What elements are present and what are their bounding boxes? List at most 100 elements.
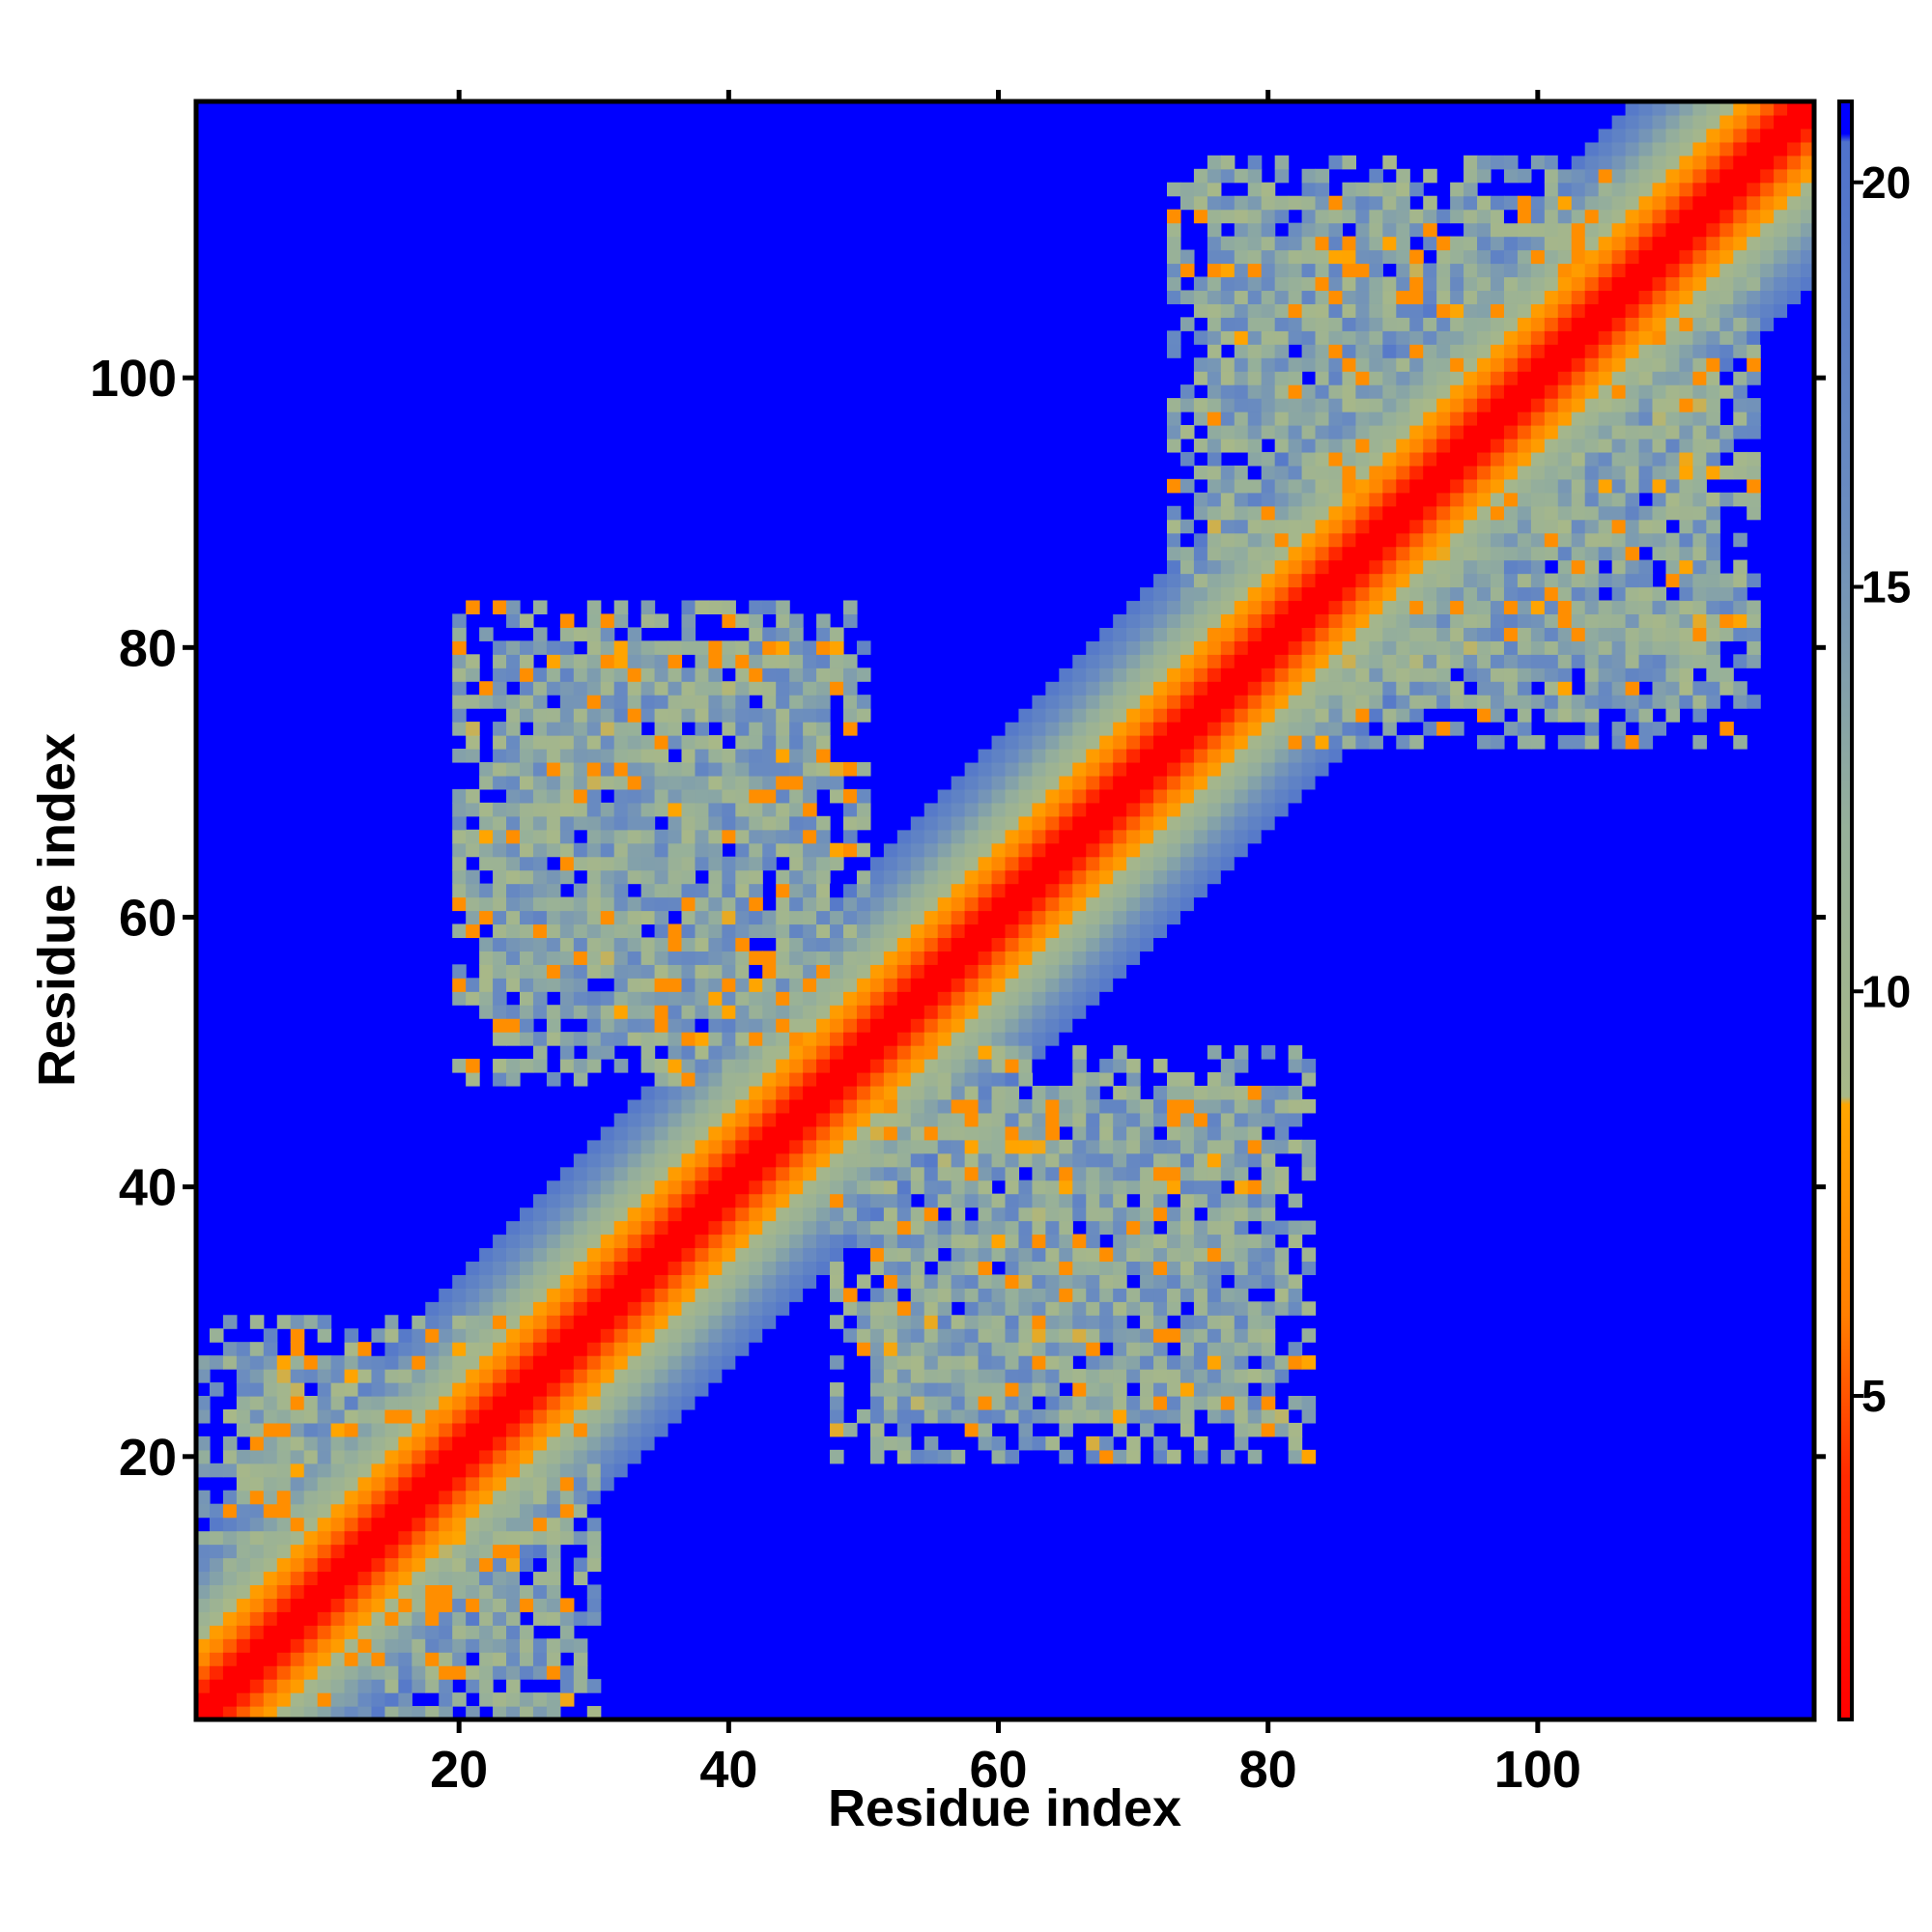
heatmap-cell [506, 1625, 521, 1639]
heatmap-cell [1005, 937, 1020, 952]
heatmap-cell [803, 802, 817, 817]
heatmap-cell [856, 1301, 871, 1316]
heatmap-cell [991, 775, 1007, 790]
heatmap-cell [1477, 236, 1492, 251]
heatmap-cell [1288, 600, 1303, 615]
heatmap-cell [344, 1463, 359, 1478]
heatmap-cell [1126, 1098, 1141, 1114]
heatmap-cell [1409, 532, 1424, 548]
heatmap-cell [803, 842, 817, 858]
heatmap-cell [1301, 249, 1317, 265]
heatmap-cell [1477, 695, 1492, 709]
heatmap-cell [722, 1247, 736, 1263]
heatmap-cell [681, 1328, 696, 1343]
heatmap-cell [1247, 1408, 1263, 1424]
heatmap-cell [1086, 1112, 1100, 1127]
heatmap-cell [1153, 1369, 1168, 1383]
heatmap-cell [493, 1369, 507, 1383]
heatmap-cell [843, 951, 858, 965]
heatmap-cell [546, 1611, 561, 1626]
heatmap-cell [425, 1517, 440, 1532]
heatmap-cell [1491, 654, 1505, 668]
heatmap-cell [1396, 249, 1410, 265]
heatmap-cell [1463, 330, 1478, 345]
heatmap-cell [654, 749, 669, 763]
heatmap-cell [1517, 398, 1532, 412]
heatmap-cell [439, 1288, 453, 1302]
heatmap-cell [1288, 559, 1303, 575]
heatmap-cell [1220, 412, 1236, 426]
heatmap-cell [1247, 263, 1263, 278]
heatmap-cell [573, 668, 588, 682]
heatmap-cell [910, 1288, 925, 1302]
heatmap-cell [1113, 829, 1127, 844]
heatmap-cell [749, 1125, 763, 1141]
heatmap-cell [384, 1679, 399, 1693]
heatmap-cell [209, 1679, 224, 1693]
heatmap-cell [951, 1408, 966, 1424]
heatmap-cell [681, 1274, 696, 1289]
heatmap-cell [586, 1247, 602, 1263]
heatmap-cell [1005, 829, 1020, 844]
heatmap-cell [412, 1598, 426, 1612]
heatmap-cell [722, 923, 736, 939]
heatmap-cell [344, 1679, 359, 1693]
heatmap-cell [1153, 937, 1168, 952]
heatmap-cell [222, 1315, 238, 1329]
heatmap-cell [1261, 451, 1276, 467]
heatmap-cell [371, 1557, 386, 1573]
heatmap-cell [681, 1193, 696, 1208]
heatmap-cell [749, 1301, 763, 1316]
heatmap-cell [1045, 681, 1060, 696]
heatmap-cell [627, 640, 642, 655]
heatmap-cell [951, 1234, 966, 1249]
heatmap-cell [398, 1382, 412, 1397]
heatmap-cell [654, 856, 669, 871]
heatmap-cell [1220, 749, 1236, 763]
heatmap-cell [1167, 654, 1181, 668]
heatmap-cell [1301, 586, 1317, 602]
heatmap-cell [1179, 600, 1195, 615]
heatmap-cell [923, 1396, 939, 1410]
heatmap-cell [1436, 357, 1451, 372]
heatmap-cell [236, 1490, 251, 1505]
heatmap-cell [1491, 708, 1505, 723]
heatmap-cell [303, 1652, 319, 1666]
heatmap-cell [1247, 1449, 1263, 1464]
heatmap-cell [1409, 317, 1424, 331]
heatmap-cell [991, 788, 1007, 804]
heatmap-cell [1450, 236, 1464, 251]
heatmap-cell [330, 1490, 346, 1505]
heatmap-cell [1301, 168, 1317, 184]
heatmap-cell [803, 964, 817, 979]
heatmap-cell [1544, 654, 1559, 668]
heatmap-cell [1032, 937, 1046, 952]
heatmap-cell [1396, 398, 1410, 412]
heatmap-cell [1018, 1125, 1034, 1141]
heatmap-cell [1463, 412, 1478, 426]
heatmap-cell [1234, 1247, 1249, 1263]
heatmap-cell [573, 788, 588, 804]
heatmap-cell [1301, 668, 1317, 682]
heatmap-cell [1288, 465, 1303, 480]
heatmap-cell [586, 1059, 602, 1073]
heatmap-cell [1207, 1098, 1222, 1114]
heatmap-cell [330, 1463, 346, 1478]
heatmap-cell [1463, 573, 1478, 588]
heatmap-cell [1369, 290, 1383, 304]
heatmap-cell [1207, 1072, 1222, 1087]
heatmap-cell [1261, 1045, 1276, 1060]
heatmap-cell [1005, 1396, 1020, 1410]
heatmap-cell [1463, 168, 1478, 184]
heatmap-cell [1396, 573, 1410, 588]
heatmap-cell [1315, 303, 1330, 318]
heatmap-cell [1059, 1005, 1073, 1019]
heatmap-cell [1072, 1166, 1087, 1181]
heatmap-cell [681, 1085, 696, 1100]
heatmap-cell [1167, 330, 1181, 345]
heatmap-cell [1032, 1018, 1046, 1033]
heatmap-cell [722, 1098, 736, 1114]
heatmap-cell [681, 627, 696, 641]
heatmap-cell [1207, 1112, 1222, 1127]
heatmap-cell [412, 1652, 426, 1666]
